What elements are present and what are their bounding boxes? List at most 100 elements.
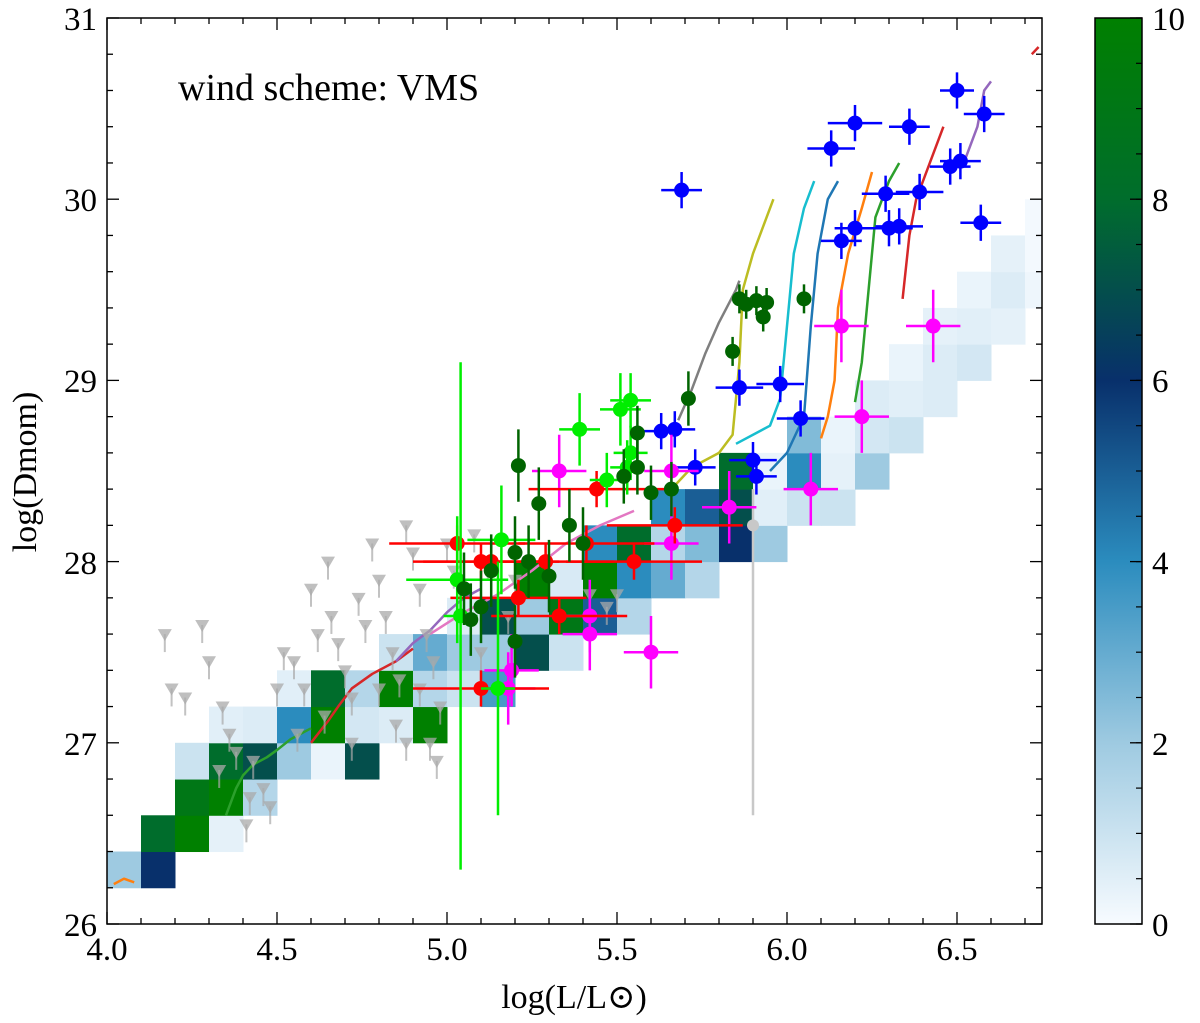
upper-limit-marker bbox=[423, 737, 437, 750]
upper-limit-marker bbox=[310, 629, 325, 642]
heatmap-cell bbox=[957, 307, 992, 345]
upper-limit-marker bbox=[290, 728, 305, 741]
upper-limit-marker bbox=[317, 710, 332, 723]
heatmap-cell bbox=[889, 380, 924, 418]
heatmap-cell bbox=[923, 344, 958, 381]
heatmap-cell bbox=[821, 489, 856, 526]
heatmap-cell bbox=[345, 742, 380, 780]
heatmap-cell bbox=[107, 851, 142, 889]
data-point bbox=[772, 376, 788, 392]
data-point bbox=[687, 459, 703, 475]
upper-limit-marker bbox=[164, 683, 179, 696]
y-tick-label: 31 bbox=[64, 2, 97, 38]
evolution-track bbox=[901, 126, 945, 299]
upper-limit-marker bbox=[256, 783, 271, 796]
data-point bbox=[582, 626, 598, 642]
heatmap-cell bbox=[311, 670, 346, 708]
data-point bbox=[473, 599, 489, 615]
upper-limit-marker bbox=[378, 610, 393, 623]
data-point bbox=[643, 644, 659, 660]
heatmap-cell bbox=[209, 706, 244, 744]
heatmap-cell bbox=[923, 380, 958, 418]
data-point bbox=[538, 554, 554, 570]
upper-limit-marker bbox=[392, 674, 407, 687]
y-tick-labels: 26 27 28 29 30 31 bbox=[64, 2, 97, 944]
data-point bbox=[973, 215, 989, 231]
axis-ticks bbox=[106, 17, 1042, 925]
heatmap-cell bbox=[753, 525, 788, 563]
heatmap-cell bbox=[787, 489, 822, 526]
data-points bbox=[389, 72, 1005, 870]
evolution-track bbox=[1030, 46, 1040, 56]
data-point bbox=[463, 612, 479, 628]
heatmap-cell bbox=[447, 634, 482, 671]
data-point bbox=[759, 294, 775, 310]
upper-limit-marker bbox=[287, 656, 301, 669]
data-point bbox=[680, 391, 696, 407]
colorbar-tick-label: 6 bbox=[1152, 364, 1169, 400]
upper-limit-marker bbox=[467, 529, 482, 542]
evolution-track bbox=[735, 180, 816, 445]
upper-limit-marker bbox=[195, 620, 210, 633]
evolution-track bbox=[819, 171, 874, 439]
upper-limit-marker bbox=[229, 746, 244, 759]
upper-limit-marker bbox=[324, 610, 339, 623]
data-point bbox=[748, 468, 764, 484]
upper-limit-marker bbox=[344, 692, 359, 705]
heatmap-cell bbox=[175, 815, 210, 853]
x-tick-label: 5.0 bbox=[426, 932, 467, 968]
data-point bbox=[551, 463, 567, 479]
heatmap-cell bbox=[957, 344, 992, 381]
data-point bbox=[674, 182, 690, 198]
upper-limit-marker bbox=[263, 801, 278, 814]
data-point bbox=[629, 425, 645, 441]
upper-limit-marker bbox=[372, 574, 386, 587]
heatmap-cell bbox=[175, 779, 210, 816]
data-point bbox=[504, 662, 520, 678]
heatmap bbox=[107, 199, 1042, 889]
upper-limit-marker bbox=[222, 728, 237, 741]
upper-limit-marker bbox=[239, 819, 254, 832]
wind-scheme-annotation: wind scheme: VMS bbox=[178, 67, 479, 109]
upper-limit-marker bbox=[474, 647, 488, 660]
upper-limit-marker bbox=[202, 656, 216, 669]
data-point bbox=[589, 481, 605, 497]
data-point bbox=[612, 401, 628, 417]
data-point bbox=[521, 554, 537, 570]
upper-limit-marker bbox=[433, 701, 448, 714]
heatmap-cell bbox=[175, 742, 210, 780]
data-point bbox=[891, 218, 907, 234]
data-point bbox=[667, 421, 683, 437]
colorbar-tick-label: 4 bbox=[1152, 546, 1169, 582]
heatmap-cell bbox=[413, 706, 448, 744]
upper-limit-marker bbox=[215, 701, 230, 714]
data-point bbox=[793, 410, 809, 426]
heatmap-cell bbox=[685, 561, 720, 599]
x-axis-label: log(L/L⊙) bbox=[501, 979, 647, 1016]
upper-limit-marker bbox=[429, 755, 444, 768]
data-point bbox=[541, 568, 557, 584]
y-tick-label: 29 bbox=[64, 364, 97, 400]
x-tick-label: 6.5 bbox=[936, 932, 977, 968]
data-point bbox=[599, 472, 615, 488]
upper-limit-marker bbox=[372, 683, 386, 696]
upper-limit-marker bbox=[351, 592, 366, 605]
colorbar-tick-label: 10 bbox=[1152, 2, 1185, 38]
data-point bbox=[912, 184, 928, 200]
upper-limit-marker bbox=[157, 629, 172, 642]
heatmap-cell bbox=[277, 742, 312, 780]
upper-limit-markers bbox=[157, 489, 759, 843]
y-tick-label: 26 bbox=[64, 908, 97, 944]
heatmap-cell bbox=[1025, 235, 1042, 273]
upper-limit-marker bbox=[276, 647, 291, 660]
colorbar-ticks bbox=[1130, 17, 1142, 925]
heatmap-cell bbox=[141, 851, 176, 889]
upper-limit-marker bbox=[304, 583, 318, 596]
heatmap-cell bbox=[753, 489, 788, 526]
colorbar-tick-label: 8 bbox=[1152, 183, 1169, 219]
x-tick-label: 4.5 bbox=[256, 932, 297, 968]
data-point bbox=[507, 545, 523, 561]
evolution-track bbox=[769, 180, 840, 472]
data-point bbox=[623, 392, 639, 408]
